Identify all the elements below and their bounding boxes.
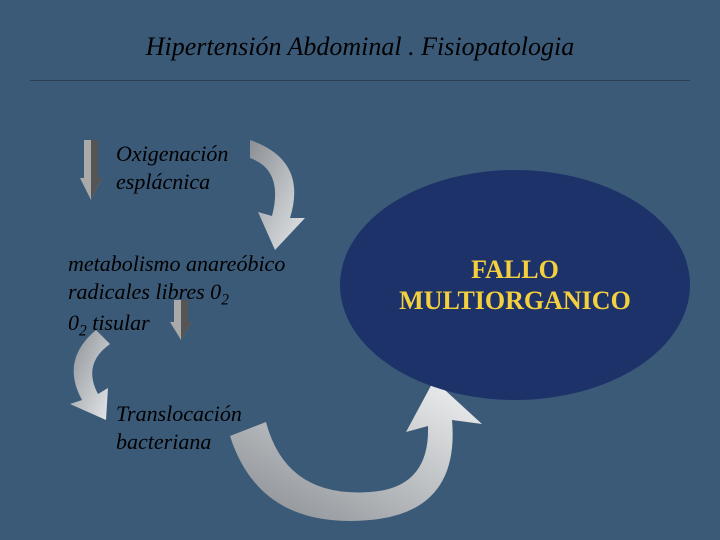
translocacion-block: Translocación bacteriana <box>116 400 242 455</box>
curve-arrow-1 <box>240 140 310 250</box>
oxigenacion-line1: Oxigenación <box>116 140 228 168</box>
fallo-label: FALLO MULTIORGANICO <box>399 254 631 316</box>
fallo-line2: MULTIORGANICO <box>399 285 631 316</box>
title-divider <box>30 80 690 81</box>
rad-pre: radicales libres 0 <box>68 279 221 304</box>
translocacion-line1: Translocación <box>116 400 242 428</box>
rad-sub: 2 <box>221 291 229 308</box>
metabolismo-line1: metabolismo anareóbico <box>68 250 285 278</box>
arrow-down-2 <box>170 300 192 340</box>
oxigenacion-block: Oxigenación esplácnica <box>116 140 228 195</box>
fallo-line1: FALLO <box>399 254 631 285</box>
arrow-down-1 <box>80 140 102 200</box>
slide: Hipertensión Abdominal . Fisiopatologia … <box>0 0 720 540</box>
oxigenacion-line2: esplácnica <box>116 168 228 196</box>
fallo-ellipse: FALLO MULTIORGANICO <box>340 170 690 400</box>
slide-title: Hipertensión Abdominal . Fisiopatologia <box>110 32 610 62</box>
translocacion-line2: bacteriana <box>116 428 242 456</box>
curve-arrow-3 <box>230 380 490 530</box>
